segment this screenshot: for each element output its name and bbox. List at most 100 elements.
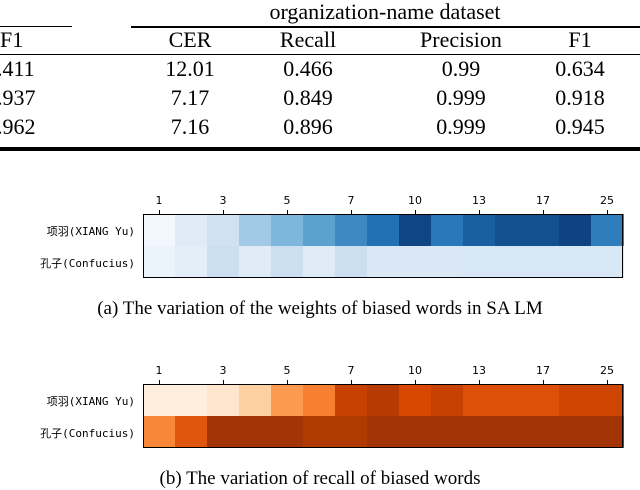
- table-cell: 7.17: [170, 85, 210, 110]
- heatmap-tick-mark: [287, 210, 288, 214]
- heatmap-cell: [207, 416, 240, 448]
- heatmap-cell: [495, 246, 528, 278]
- table-cell: 0.466: [283, 56, 333, 81]
- heatmap-cell: [335, 246, 368, 278]
- heatmap-tick-label: 5: [283, 194, 291, 207]
- heatmap-cell: [399, 246, 432, 278]
- heatmap-tick-label: 7: [347, 194, 355, 207]
- table-cell: 0.896: [283, 114, 333, 139]
- heatmap-cell: [591, 246, 624, 278]
- table-cell: 0.634: [555, 56, 605, 81]
- heatmap-tick-mark: [159, 210, 160, 214]
- heatmap-cell: [335, 384, 368, 416]
- heatmap-tick-mark: [223, 380, 224, 384]
- heatmap-cell: [591, 416, 624, 448]
- heatmap-a: 项羽(XIANG Yu) 孔子(Confucius) 1 3 5 7 10 13 17 25 (a…: [0, 190, 640, 320]
- heatmap-tick-mark: [415, 210, 416, 214]
- heatmap-cell: [239, 214, 272, 246]
- heatmap-cell: [495, 416, 528, 448]
- table-group-rule: [131, 27, 640, 28]
- heatmap-tick-mark: [607, 380, 608, 384]
- heatmap-cell: [271, 246, 304, 278]
- heatmap-tick-label: 17: [536, 194, 550, 207]
- heatmap-cell: [559, 214, 592, 246]
- heatmap-cell: [207, 214, 240, 246]
- heatmap-cell: [143, 214, 176, 246]
- table-cell: 12.01: [165, 56, 215, 81]
- heatmap-tick-mark: [479, 210, 480, 214]
- heatmap-cell: [463, 416, 496, 448]
- heatmap-tick-label: 1: [155, 364, 163, 377]
- heatmap-cell: [367, 246, 400, 278]
- table-col-header: F1: [568, 27, 592, 52]
- heatmap-tick-mark: [223, 210, 224, 214]
- table-top-rule-left: [0, 26, 72, 27]
- heatmap-cell: [431, 416, 464, 448]
- table-cell: 0.99: [441, 56, 481, 81]
- heatmap-cell: [463, 214, 496, 246]
- heatmap-cell: [399, 384, 432, 416]
- heatmap-cell: [303, 246, 336, 278]
- heatmap-cell: [239, 416, 272, 448]
- heatmap-tick-label: 7: [347, 364, 355, 377]
- heatmap-cell: [175, 416, 208, 448]
- heatmap-cell: [399, 416, 432, 448]
- table-col-header: CER: [168, 27, 212, 52]
- heatmap-tick-label: 1: [155, 194, 163, 207]
- table-left-cell: .937: [0, 85, 36, 110]
- heatmap-cell: [399, 214, 432, 246]
- heatmap-tick-label: 13: [472, 194, 486, 207]
- heatmap-tick-mark: [415, 380, 416, 384]
- table-left-header: F1: [0, 27, 24, 52]
- heatmap-cell: [143, 246, 176, 278]
- heatmap-cell: [431, 246, 464, 278]
- heatmap-cell: [335, 416, 368, 448]
- heatmap-tick-mark: [479, 380, 480, 384]
- table-left-cell: .962: [0, 114, 36, 139]
- heatmap-tick-mark: [351, 380, 352, 384]
- table-bottom-rule: [0, 147, 640, 151]
- heatmap-tick-mark: [543, 380, 544, 384]
- heatmap-cell: [527, 246, 560, 278]
- table-cell: 0.999: [436, 114, 486, 139]
- heatmap-cell: [239, 384, 272, 416]
- heatmap-tick-label: 25: [600, 364, 614, 377]
- heatmap-cell: [175, 214, 208, 246]
- heatmap-cell: [271, 384, 304, 416]
- heatmap-tick-label: 25: [600, 194, 614, 207]
- table-top-rule-right: [131, 26, 640, 27]
- heatmap-cell: [303, 416, 336, 448]
- table-cell: 0.849: [283, 85, 333, 110]
- table-header-rule: [0, 54, 640, 55]
- heatmap-cell: [559, 246, 592, 278]
- heatmap-cell: [175, 384, 208, 416]
- table-cell: 0.999: [436, 85, 486, 110]
- heatmap-tick-mark: [159, 380, 160, 384]
- heatmap-cell: [271, 214, 304, 246]
- heatmap-cell: [527, 416, 560, 448]
- heatmap-cell: [175, 246, 208, 278]
- table-cell: 7.16: [170, 114, 210, 139]
- heatmap-cell: [431, 214, 464, 246]
- figure-caption-a: (a) The variation of the weights of bias…: [97, 298, 543, 319]
- heatmap-cell: [463, 384, 496, 416]
- heatmap-tick-mark: [351, 210, 352, 214]
- heatmap-tick-label: 3: [219, 364, 227, 377]
- heatmap-cell: [495, 384, 528, 416]
- heatmap-tick-label: 17: [536, 364, 550, 377]
- heatmap-cell: [495, 214, 528, 246]
- heatmap-tick-mark: [287, 380, 288, 384]
- heatmap-cell: [463, 246, 496, 278]
- heatmap-tick-label: 5: [283, 364, 291, 377]
- table-left-cell: .411: [0, 56, 35, 81]
- heatmap-cell: [559, 384, 592, 416]
- table-col-header: Recall: [279, 27, 337, 52]
- heatmap-cell: [431, 384, 464, 416]
- heatmap-cell: [367, 214, 400, 246]
- table-cell: 0.918: [555, 85, 605, 110]
- table-group-header: organization-name dataset: [269, 0, 501, 24]
- heatmap-cell: [527, 214, 560, 246]
- heatmap-cell: [303, 214, 336, 246]
- heatmap-cell: [143, 416, 176, 448]
- heatmap-cell: [559, 416, 592, 448]
